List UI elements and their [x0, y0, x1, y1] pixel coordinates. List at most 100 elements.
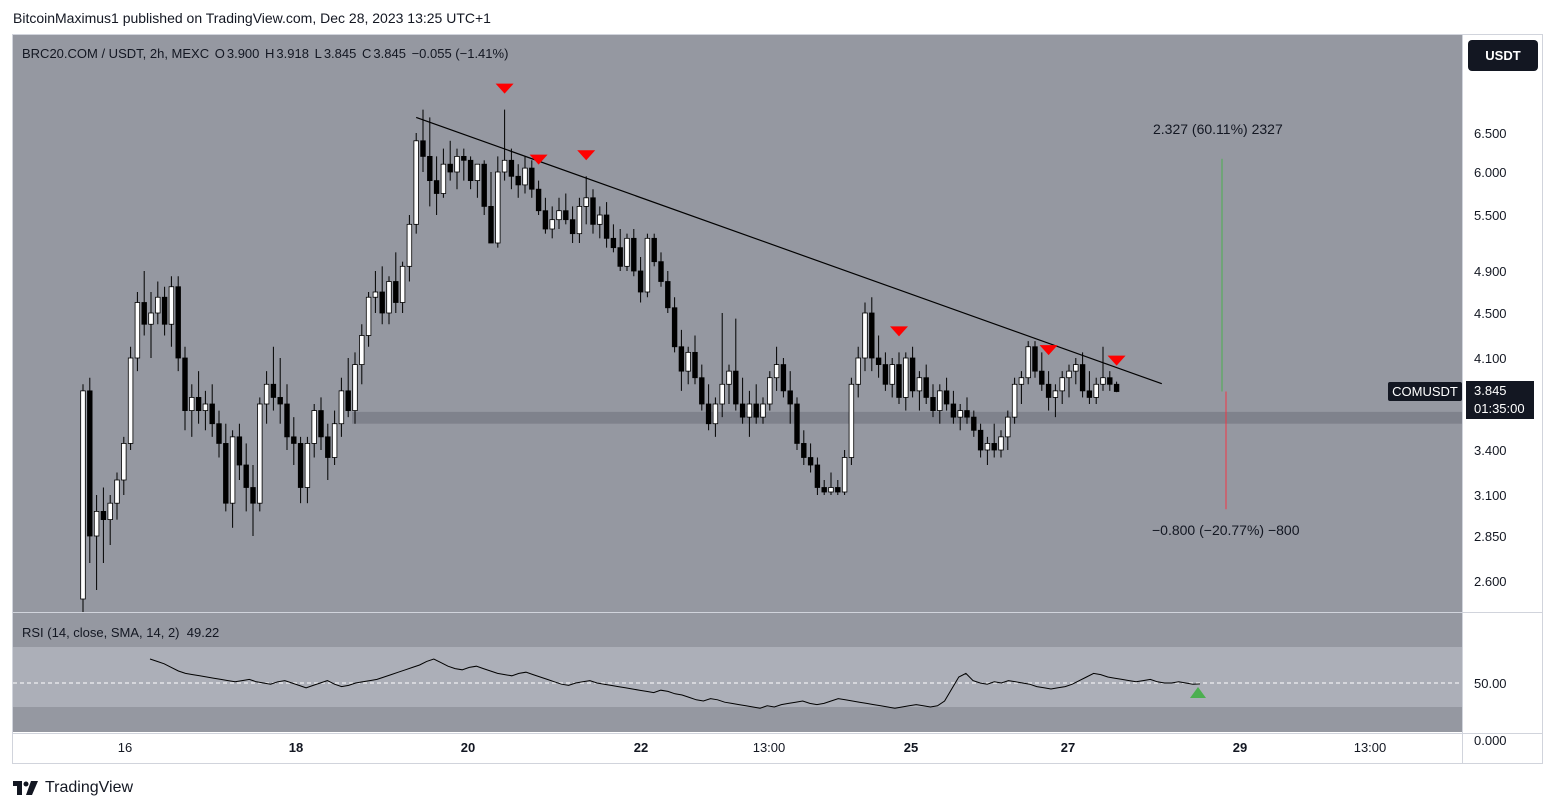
candle-body	[182, 357, 188, 411]
candle-body	[229, 436, 236, 504]
resistance-marker	[495, 83, 514, 94]
candle-body	[916, 377, 923, 392]
currency-button[interactable]: USDT	[1468, 40, 1538, 71]
legend-low-label: L	[314, 46, 322, 61]
rsi-legend-label: RSI (14, close, SMA, 14, 2)	[22, 625, 180, 640]
resistance-marker	[1107, 355, 1126, 366]
candle-body	[393, 281, 399, 303]
candle-body	[291, 436, 297, 444]
candle-body	[801, 443, 807, 458]
measure-down-label: −0.800 (−20.77%) −800	[1152, 522, 1300, 538]
candle-body	[243, 464, 249, 488]
candle-body	[889, 364, 895, 385]
candle-body	[1073, 364, 1079, 372]
candle-body	[991, 443, 997, 451]
candle-body	[977, 429, 984, 451]
candle-body	[896, 364, 902, 398]
time-tick-label: 16	[118, 740, 132, 755]
tradingview-logo-icon	[13, 781, 38, 795]
candle-body	[325, 436, 331, 458]
candle-body	[1045, 383, 1052, 398]
candle-body	[1011, 383, 1018, 418]
candle-body	[984, 443, 991, 451]
candle-body	[1032, 346, 1038, 372]
candle-body	[692, 351, 698, 379]
current-price: 3.845	[1474, 383, 1507, 398]
candle-body	[529, 167, 535, 190]
candle-body	[161, 296, 168, 325]
rsi-line	[149, 658, 1201, 709]
candle-body	[379, 291, 385, 314]
candle-body	[658, 261, 664, 282]
candle-body	[1086, 390, 1093, 398]
candle-body	[481, 163, 487, 207]
candle-body	[87, 390, 93, 537]
bar-countdown: 01:35:00	[1474, 401, 1525, 416]
candle-body	[195, 397, 202, 411]
candle-body	[964, 410, 970, 418]
candle-body	[223, 443, 229, 504]
candle-body	[1093, 383, 1099, 398]
candle-body	[1018, 377, 1025, 385]
price-tick-label: 4.900	[1474, 264, 1507, 279]
candle-body	[107, 502, 113, 521]
candle-body	[814, 464, 821, 488]
candle-body	[338, 390, 345, 425]
legend-change: −0.055 (−1.41%)	[411, 46, 509, 61]
price-pane-bg	[13, 35, 1462, 612]
price-tick-label: 5.500	[1474, 208, 1507, 223]
candle-body	[100, 510, 107, 520]
candle-body	[971, 416, 977, 431]
candle-body	[440, 163, 447, 194]
candle-body	[651, 237, 657, 263]
candle-body	[121, 443, 127, 481]
candle-body	[597, 214, 603, 225]
candle-body	[828, 487, 834, 493]
candle-body	[950, 403, 957, 418]
candle-body	[699, 377, 705, 405]
tradingview-logo[interactable]: TradingView	[13, 778, 133, 798]
candle-body	[168, 286, 175, 325]
legend-high-label: H	[265, 46, 275, 61]
candle-body	[1107, 377, 1113, 385]
candle-body	[413, 140, 419, 225]
candle-body	[563, 210, 569, 221]
candle-body	[943, 390, 950, 405]
candle-body	[617, 247, 623, 267]
time-tick-label: 20	[461, 740, 475, 755]
candle-body	[753, 403, 759, 418]
candle-body	[501, 159, 508, 173]
candle-body	[284, 403, 290, 438]
candle-body	[318, 410, 324, 438]
candle-body	[957, 410, 963, 418]
candle-body	[1052, 390, 1059, 398]
legend-close-label: C	[362, 46, 372, 61]
footer-brand: TradingView	[45, 779, 134, 796]
candle-body	[671, 307, 678, 348]
candle-body	[1079, 364, 1086, 392]
candle-body	[270, 383, 277, 398]
price-tick-label: 2.600	[1474, 574, 1507, 589]
candle-body	[359, 335, 365, 365]
candle-body	[515, 175, 521, 186]
candle-body	[841, 457, 848, 493]
candle-body	[637, 270, 644, 293]
candle-body	[447, 163, 453, 173]
candle-body	[250, 487, 256, 504]
candle-body	[155, 296, 161, 314]
legend-low: 3.845	[323, 46, 357, 61]
resistance-marker	[529, 154, 548, 165]
publish-info: BitcoinMaximus1 published on TradingView…	[13, 10, 491, 26]
candle-body	[420, 140, 426, 157]
candle-body	[114, 479, 120, 504]
candle-body	[365, 296, 372, 336]
candle-body	[549, 219, 555, 230]
price-tick-label: 6.500	[1474, 126, 1507, 141]
price-legend: BRC20.COM / USDT, 2h, MEXC O 3.900 H 3.918…	[22, 46, 510, 61]
candle-body	[522, 167, 528, 186]
candle-body	[474, 163, 481, 181]
candle-body	[576, 205, 583, 235]
price-tick-label: 4.500	[1474, 306, 1507, 321]
candle-body	[542, 210, 549, 230]
